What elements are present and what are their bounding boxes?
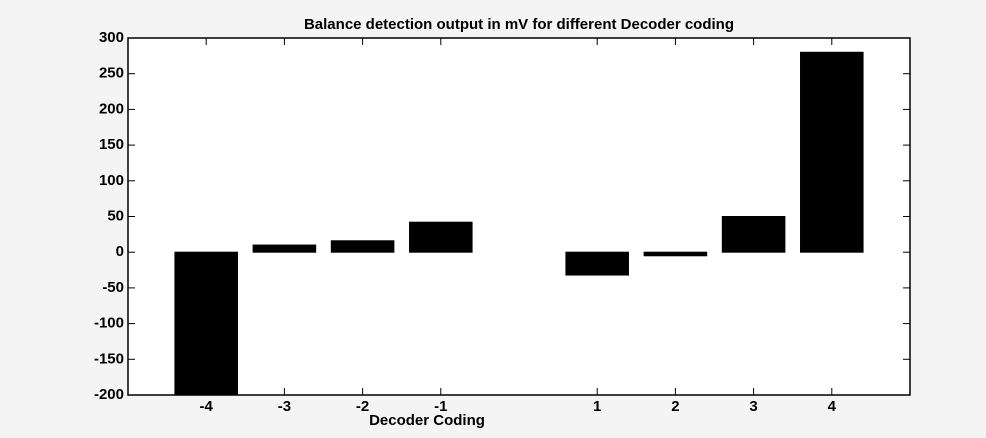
y-tick-label: 150: [99, 136, 124, 153]
x-tick-label: 2: [671, 398, 679, 415]
y-tick-label: 50: [107, 207, 124, 224]
x-tick-label: -1: [434, 398, 447, 415]
x-tick-label: -3: [278, 398, 291, 415]
bar: [330, 240, 395, 253]
bar: [409, 221, 473, 253]
bar: [565, 251, 629, 276]
y-tick-label: 300: [99, 29, 124, 46]
bar: [252, 244, 317, 253]
y-tick-label: 250: [99, 65, 124, 82]
y-tick-label: 200: [99, 100, 124, 117]
chart-title: Balance detection output in mV for diffe…: [304, 16, 734, 33]
y-tick-label: -150: [94, 350, 124, 367]
x-tick-label: 4: [828, 398, 837, 415]
x-tick-label: 3: [749, 398, 757, 415]
x-tick-label: 1: [593, 398, 601, 415]
y-tick-label: -100: [94, 315, 124, 332]
x-tick-label: -4: [200, 398, 214, 415]
bar: [721, 216, 786, 253]
y-tick-label: 0: [116, 243, 124, 260]
y-tick-label: -200: [94, 386, 124, 403]
y-tick-label: -50: [102, 279, 124, 296]
x-tick-label: -2: [356, 398, 369, 415]
bar: [174, 251, 238, 396]
plot-area: [127, 37, 911, 396]
x-axis-label: Decoder Coding: [369, 412, 485, 429]
bar: [800, 51, 864, 253]
bar: [643, 251, 708, 257]
y-tick-label: 100: [99, 172, 124, 189]
